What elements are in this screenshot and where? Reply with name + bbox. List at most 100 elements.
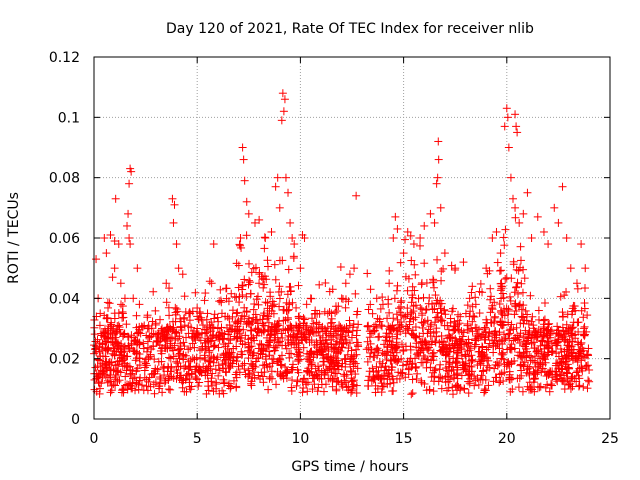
data-point xyxy=(175,354,184,363)
data-point xyxy=(333,361,342,370)
data-point xyxy=(505,375,514,384)
data-point xyxy=(122,366,131,375)
data-point xyxy=(365,333,374,342)
data-point xyxy=(403,286,412,295)
data-point xyxy=(242,231,251,240)
data-point xyxy=(427,300,436,309)
data-point xyxy=(95,321,104,330)
data-point xyxy=(315,309,324,318)
data-point xyxy=(499,233,508,242)
y-tick-label: 0.06 xyxy=(49,231,80,247)
data-point xyxy=(556,292,565,301)
data-point xyxy=(450,374,459,383)
data-point xyxy=(163,344,172,353)
data-point xyxy=(499,293,508,302)
data-point xyxy=(175,332,184,341)
data-point xyxy=(194,382,203,391)
data-point xyxy=(376,304,385,313)
data-point xyxy=(238,361,247,370)
data-point xyxy=(235,298,244,307)
data-point xyxy=(241,340,250,349)
data-point xyxy=(337,324,346,333)
data-point xyxy=(396,308,405,317)
data-point xyxy=(109,380,118,389)
data-point xyxy=(465,346,474,355)
data-point xyxy=(268,301,277,310)
x-tick-label: 10 xyxy=(291,431,309,447)
data-point xyxy=(397,369,406,378)
data-point xyxy=(141,359,150,368)
data-point xyxy=(232,342,241,351)
data-point xyxy=(386,348,395,357)
data-point xyxy=(459,328,468,337)
data-point xyxy=(577,306,586,315)
data-point xyxy=(238,350,247,359)
data-point xyxy=(125,362,134,371)
data-point xyxy=(176,322,185,331)
data-point xyxy=(523,336,532,345)
data-point xyxy=(575,381,584,390)
data-point xyxy=(448,304,457,313)
data-point xyxy=(464,338,473,347)
data-point xyxy=(452,381,461,390)
data-point xyxy=(308,385,317,394)
data-point xyxy=(401,373,410,382)
data-point xyxy=(364,305,373,314)
data-point xyxy=(432,313,441,322)
data-point xyxy=(315,345,324,354)
data-point xyxy=(512,265,521,274)
data-point xyxy=(336,263,345,272)
data-point xyxy=(166,385,175,394)
data-point xyxy=(166,324,175,333)
data-point xyxy=(275,354,284,363)
data-point xyxy=(372,362,381,371)
data-point xyxy=(272,380,281,389)
data-point xyxy=(382,332,391,341)
data-point xyxy=(214,371,223,380)
data-point xyxy=(120,330,129,339)
data-point xyxy=(321,380,330,389)
data-point xyxy=(266,372,275,381)
data-point xyxy=(188,339,197,348)
data-point xyxy=(244,280,253,289)
data-point xyxy=(160,371,169,380)
data-point xyxy=(475,309,484,318)
data-point xyxy=(430,366,439,375)
data-point xyxy=(201,355,210,364)
data-point xyxy=(228,306,237,315)
data-point xyxy=(253,324,262,333)
data-point xyxy=(266,288,275,297)
data-point xyxy=(403,324,412,333)
data-point xyxy=(260,244,269,253)
data-point xyxy=(504,318,513,327)
data-point xyxy=(579,313,588,322)
data-point xyxy=(481,386,490,395)
data-point xyxy=(129,374,138,383)
data-point xyxy=(160,362,169,371)
data-point xyxy=(435,365,444,374)
data-point xyxy=(530,327,539,336)
data-point xyxy=(534,325,543,334)
data-point xyxy=(260,309,269,318)
data-point xyxy=(254,371,263,380)
data-point xyxy=(500,241,509,250)
data-point xyxy=(511,213,520,222)
data-point xyxy=(513,374,522,383)
data-point xyxy=(175,373,184,382)
data-point xyxy=(580,331,589,340)
data-point xyxy=(352,389,361,398)
data-point xyxy=(200,351,209,360)
data-point xyxy=(378,348,387,357)
data-point xyxy=(366,300,375,309)
data-point xyxy=(247,342,256,351)
data-point xyxy=(378,293,387,302)
data-point xyxy=(366,348,375,357)
data-point xyxy=(540,330,549,339)
data-point xyxy=(394,304,403,313)
data-point xyxy=(465,367,474,376)
data-point xyxy=(158,324,167,333)
data-point xyxy=(325,308,334,317)
data-point xyxy=(246,326,255,335)
data-point xyxy=(512,282,521,291)
data-point xyxy=(132,349,141,358)
